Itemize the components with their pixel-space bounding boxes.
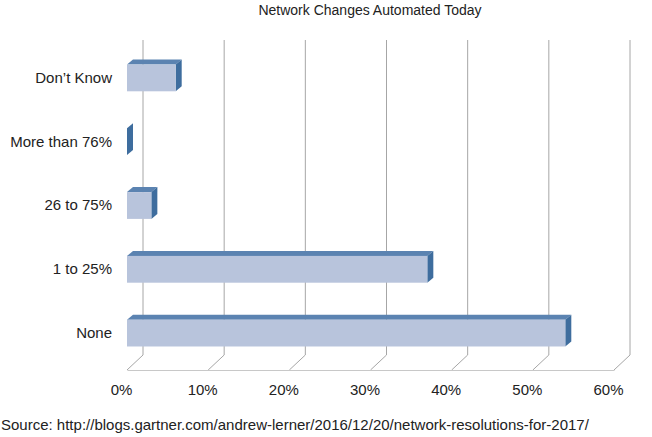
bar <box>127 65 176 92</box>
y-tick: 26 to 75% <box>44 196 127 213</box>
bar <box>127 192 151 219</box>
y-tick-label: More than 76% <box>10 133 112 150</box>
bar <box>127 256 427 283</box>
bar-side <box>151 187 157 219</box>
x-tick-label: 20% <box>269 381 299 398</box>
y-tick: More than 76% <box>10 133 127 150</box>
source-note: Source: http://blogs.gartner.com/andrew-… <box>1 416 590 433</box>
bar-top <box>127 315 571 320</box>
grid-line <box>614 40 630 370</box>
x-tick: 30% <box>350 370 380 398</box>
bar-group <box>127 251 433 283</box>
y-tick: 1 to 25% <box>53 260 127 277</box>
x-tick: 50% <box>512 370 542 398</box>
y-axis: Don’t Know More than 76% 26 to 75% 1 to 25%… <box>10 47 127 366</box>
y-tick: None <box>76 324 127 341</box>
bar-side <box>565 315 571 347</box>
bar-group <box>127 315 571 347</box>
chart: 0% 10% 20% 30% 40% 50% 60% Don’t Know More than … <box>0 0 652 437</box>
y-tick-label: None <box>76 324 112 341</box>
x-tick-label: 0% <box>111 381 133 398</box>
bar-group <box>127 187 157 219</box>
x-tick-label: 10% <box>188 381 218 398</box>
y-tick-label: 26 to 75% <box>44 196 112 213</box>
y-tick: Don’t Know <box>35 69 127 86</box>
x-tick: 20% <box>269 370 299 398</box>
axis-line <box>128 370 615 371</box>
bar-side <box>427 251 433 283</box>
bars <box>127 60 571 347</box>
x-tick: 0% <box>111 370 133 398</box>
title: Network Changes Automated Today <box>258 2 481 18</box>
y-tick-label: 1 to 25% <box>53 260 112 277</box>
x-tick-label: 30% <box>350 381 380 398</box>
bar-top <box>127 60 182 65</box>
bar-side <box>127 123 133 155</box>
grid <box>127 40 630 370</box>
bar-side <box>176 60 182 92</box>
x-tick: 10% <box>188 370 218 398</box>
x-tick-label: 60% <box>593 381 623 398</box>
x-axis: 0% 10% 20% 30% 40% 50% 60% <box>111 370 624 398</box>
x-tick: 40% <box>431 370 461 398</box>
bar-group <box>127 123 133 155</box>
bar-top <box>127 251 433 256</box>
x-tick: 60% <box>593 370 623 398</box>
bar-group <box>127 60 182 92</box>
x-tick-label: 50% <box>512 381 542 398</box>
bar <box>127 320 565 347</box>
bar <box>127 128 128 155</box>
y-tick-label: Don’t Know <box>35 69 112 86</box>
x-tick-label: 40% <box>431 381 461 398</box>
